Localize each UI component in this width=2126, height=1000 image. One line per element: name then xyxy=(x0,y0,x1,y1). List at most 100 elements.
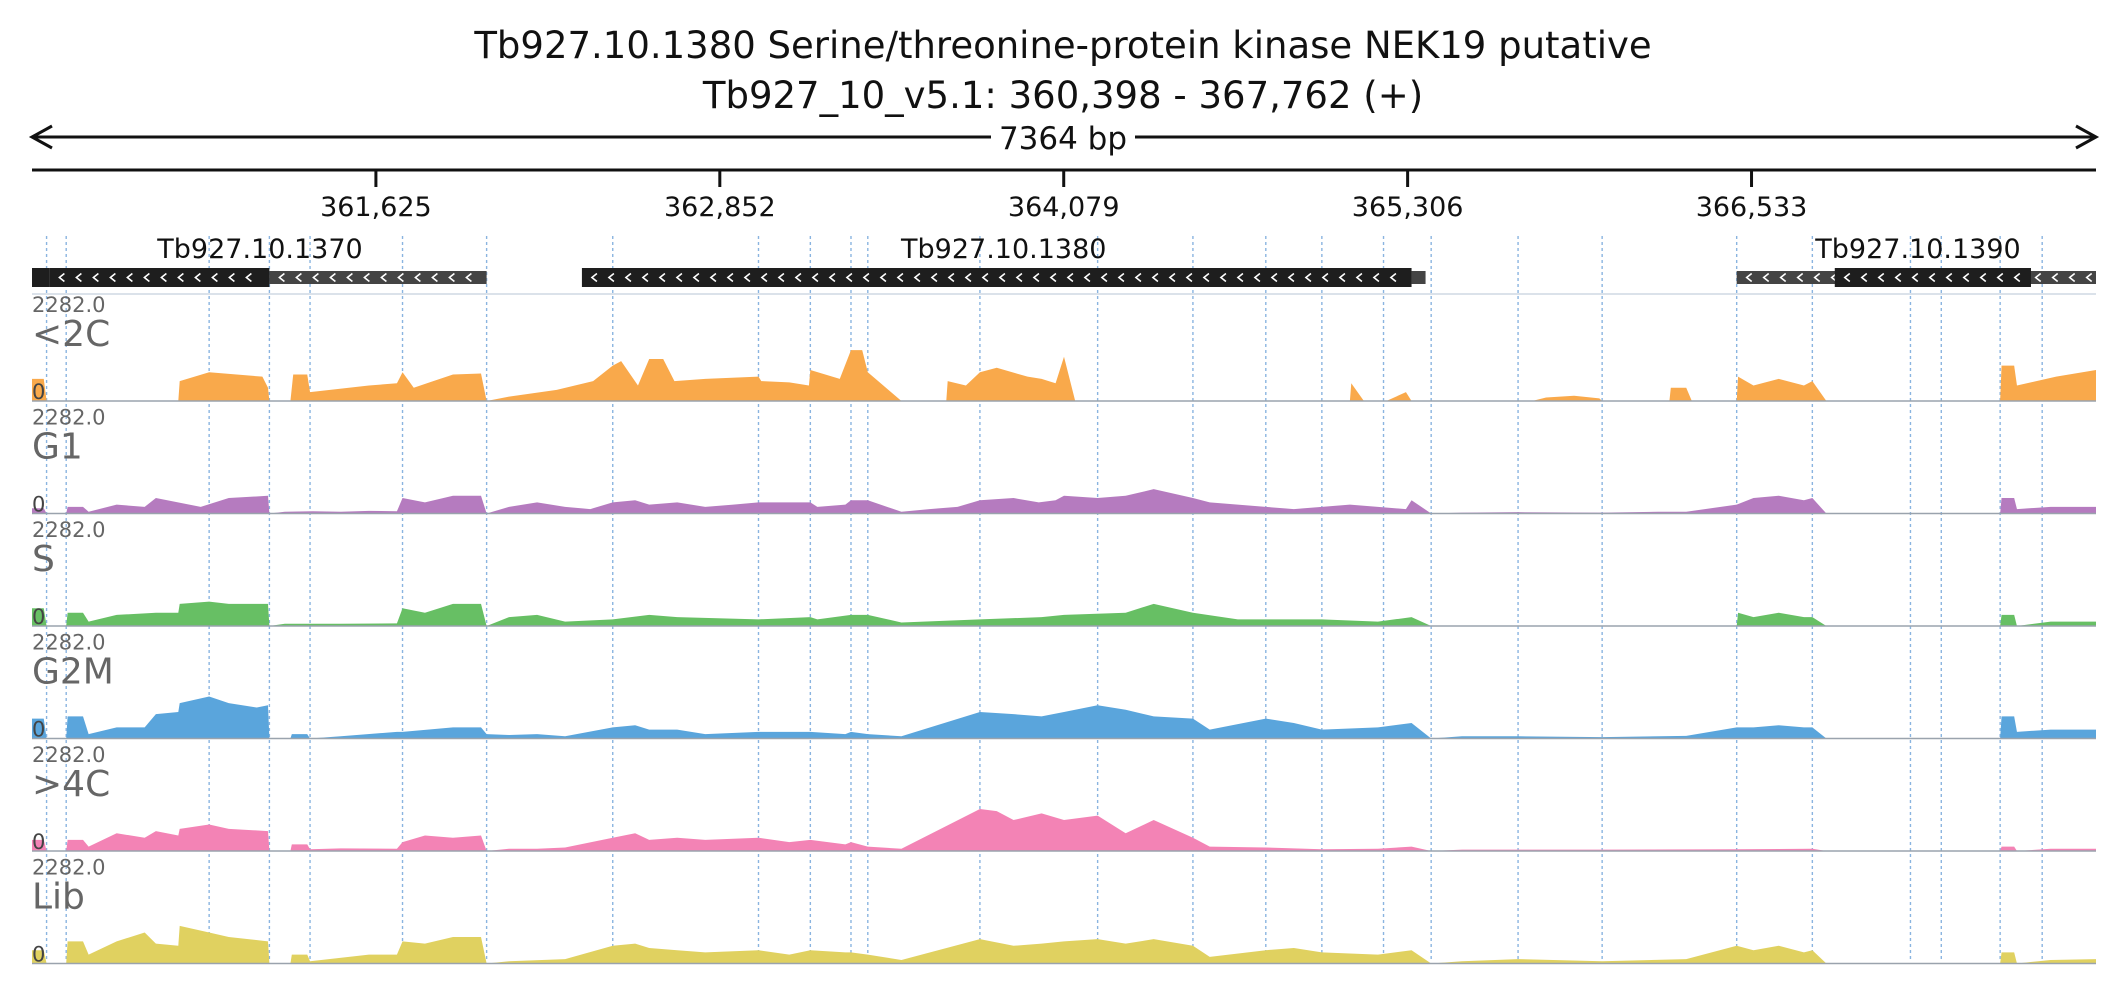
strand-chevron xyxy=(1270,272,1278,283)
strand-chevron xyxy=(1843,272,1851,283)
strand-chevron xyxy=(1202,272,1210,283)
strand-chevron xyxy=(109,272,116,283)
strand-chevron xyxy=(675,272,683,283)
strand-chevron xyxy=(862,272,870,283)
coverage-area xyxy=(32,350,2096,401)
strand-chevron xyxy=(58,272,65,283)
strand-chevron xyxy=(1219,272,1227,283)
strand-chevron xyxy=(1860,272,1868,283)
strand-chevron xyxy=(1389,272,1397,283)
strand-chevron xyxy=(964,272,972,283)
gene-cds xyxy=(581,268,1412,287)
strand-chevron xyxy=(1762,272,1770,283)
ruler-arrow-left xyxy=(28,124,53,150)
strand-chevron xyxy=(363,272,370,283)
strand-chevron xyxy=(692,272,700,283)
track-max-label: 2282.0 xyxy=(32,293,105,317)
exon-gridlines xyxy=(45,236,2043,962)
strand-chevron xyxy=(896,272,904,283)
gene-model: Tb927.10.1390 xyxy=(1736,234,2096,287)
strand-chevron xyxy=(1134,272,1142,283)
strand-chevron xyxy=(431,272,438,283)
strand-chevron xyxy=(947,272,955,283)
strand-chevron xyxy=(641,272,649,283)
coverage-area xyxy=(32,925,2096,964)
chart-title-line1: Tb927.10.1380 Serine/threonine-protein k… xyxy=(473,24,1651,67)
strand-chevron xyxy=(2034,272,2042,283)
strand-chevron xyxy=(1338,272,1346,283)
gene-cds xyxy=(49,268,270,287)
span-label: 7364 bp xyxy=(999,121,1127,157)
strand-chevron xyxy=(245,272,252,283)
track-max-label: 2282.0 xyxy=(32,856,105,880)
strand-chevron xyxy=(794,272,802,283)
strand-chevron xyxy=(1015,272,1023,283)
coverage-track: 2282.0>4C 0 xyxy=(32,743,2096,854)
strand-chevron xyxy=(624,272,632,283)
strand-chevron xyxy=(211,272,218,283)
strand-chevron xyxy=(1979,272,1987,283)
strand-chevron xyxy=(1372,272,1380,283)
span-ruler: 7364 bp xyxy=(28,121,2100,157)
coverage-area xyxy=(32,601,2096,626)
coverage-track: 2282.0<2C 0 xyxy=(32,293,2096,404)
strand-chevron xyxy=(590,272,598,283)
track-zero-label: 0 xyxy=(32,493,45,517)
track-name-label: <2C xyxy=(32,314,110,355)
track-name-label: S xyxy=(32,539,55,580)
track-max-label: 2282.0 xyxy=(32,406,105,430)
strand-chevron xyxy=(658,272,666,283)
strand-chevron xyxy=(709,272,717,283)
gene-utr xyxy=(1411,271,1426,284)
strand-chevron xyxy=(1117,272,1125,283)
strand-chevron xyxy=(1996,272,2004,283)
strand-chevron xyxy=(312,272,319,283)
strand-chevron xyxy=(1928,272,1936,283)
strand-chevron xyxy=(879,272,887,283)
strand-chevron xyxy=(414,272,421,283)
strand-chevron xyxy=(1185,272,1193,283)
gene-model: Tb927.10.1370 xyxy=(32,234,487,287)
strand-chevron xyxy=(1236,272,1244,283)
coverage-track: 2282.0S 0 xyxy=(32,518,2096,629)
gene-cds xyxy=(1834,268,2031,287)
strand-chevron xyxy=(828,272,836,283)
strand-chevron xyxy=(1945,272,1953,283)
strand-chevron xyxy=(1877,272,1885,283)
strand-chevron xyxy=(1796,272,1804,283)
strand-chevron xyxy=(465,272,472,283)
strand-chevron xyxy=(1894,272,1902,283)
track-max-label: 2282.0 xyxy=(32,518,105,542)
strand-chevron xyxy=(160,272,167,283)
strand-chevron xyxy=(1911,272,1919,283)
track-zero-label: 0 xyxy=(32,830,45,854)
strand-chevron xyxy=(1066,272,1074,283)
strand-chevron xyxy=(726,272,734,283)
axis-tick-label: 365,306 xyxy=(1352,192,1464,223)
strand-chevron xyxy=(1100,272,1108,283)
strand-chevron xyxy=(1168,272,1176,283)
strand-chevron xyxy=(1321,272,1329,283)
gene-label: Tb927.10.1390 xyxy=(1814,234,2020,265)
strand-chevron xyxy=(930,272,938,283)
gene-cds xyxy=(32,268,50,287)
gene-model: Tb927.10.1380 xyxy=(581,234,1426,287)
coverage-area xyxy=(32,808,2096,851)
track-zero-label: 0 xyxy=(32,718,45,742)
strand-chevron xyxy=(2051,272,2059,283)
strand-chevron xyxy=(397,272,404,283)
strand-chevron xyxy=(346,272,353,283)
track-name-label: G1 xyxy=(32,427,83,468)
gene-track: Tb927.10.1370 Tb927.10.1380 Tb927.10.1390 xyxy=(32,234,2096,295)
strand-chevron xyxy=(913,272,921,283)
track-max-label: 2282.0 xyxy=(32,631,105,655)
strand-chevron xyxy=(1032,272,1040,283)
strand-chevron xyxy=(278,272,285,283)
strand-chevron xyxy=(2068,272,2076,283)
track-zero-label: 0 xyxy=(32,605,45,629)
strand-chevron xyxy=(92,272,99,283)
strand-chevron xyxy=(2085,272,2093,283)
strand-chevron xyxy=(607,272,615,283)
